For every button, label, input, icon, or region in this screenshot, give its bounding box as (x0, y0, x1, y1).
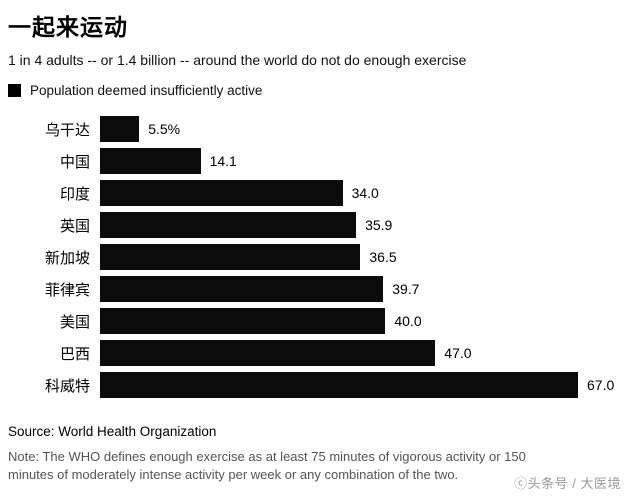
bar-row: 美国 40.0 (8, 308, 621, 334)
bar-category-label: 乌干达 (44, 121, 90, 139)
bar-category-label: 印度 (59, 185, 90, 203)
legend-label: Population deemed insufficiently active (30, 83, 263, 98)
bar-category-label: 菲律宾 (44, 281, 90, 299)
bar (100, 116, 140, 142)
bar-value-label: 36.5 (369, 249, 397, 265)
bar (100, 148, 201, 174)
bar-row: 印度 34.0 (8, 180, 621, 206)
bar-value-label: 34.0 (351, 185, 379, 201)
bar-value-label: 14.1 (209, 153, 237, 169)
bar-row: 巴西 47.0 (8, 340, 621, 366)
note-text: Note: The WHO defines enough exercise as… (8, 449, 526, 482)
bar-value-label: 40.0 (394, 313, 422, 329)
bar-category-label: 新加坡 (44, 249, 90, 267)
chart-card: 一起来运动 1 in 4 adults -- or 1.4 billion --… (8, 14, 621, 482)
bar-category-label: 英国 (59, 217, 90, 235)
bar-value-label: 67.0 (587, 377, 615, 393)
bar-category-label: 美国 (59, 313, 90, 331)
bar-value-label: 39.7 (392, 281, 420, 297)
bar-value-label: 47.0 (444, 345, 472, 361)
bar-row: 科威特 67.0 (8, 372, 621, 398)
watermark: ⓒ头条号 / 大医境 (514, 476, 621, 491)
bar-chart: 乌干达 5.5% 中国 14.1 印度 34.0 英国 35.9 新加坡 36.5 菲律宾 39.7 美… (8, 116, 621, 398)
bar-category-label: 中国 (59, 153, 90, 171)
bar (100, 180, 343, 206)
bar-row: 乌干达 5.5% (8, 116, 621, 142)
bar-value-label: 5.5% (148, 121, 181, 137)
source-text: Source: World Health Organization (8, 424, 217, 439)
bar-category-label: 巴西 (59, 345, 90, 363)
bar-row: 新加坡 36.5 (8, 244, 621, 270)
bar-value-label: 35.9 (365, 217, 393, 233)
bar (100, 308, 386, 334)
legend-swatch-icon (8, 84, 21, 97)
bar-row: 英国 35.9 (8, 212, 621, 238)
bar (100, 212, 357, 238)
legend: Population deemed insufficiently active (8, 83, 621, 98)
bar-row: 菲律宾 39.7 (8, 276, 621, 302)
bar (100, 372, 578, 398)
bar-row: 中国 14.1 (8, 148, 621, 174)
bar (100, 244, 361, 270)
chart-subtitle: 1 in 4 adults -- or 1.4 billion -- aroun… (8, 52, 467, 68)
bar-category-label: 科威特 (44, 377, 90, 395)
chart-title: 一起来运动 (8, 14, 128, 40)
bar (100, 340, 436, 366)
bar (100, 276, 384, 302)
